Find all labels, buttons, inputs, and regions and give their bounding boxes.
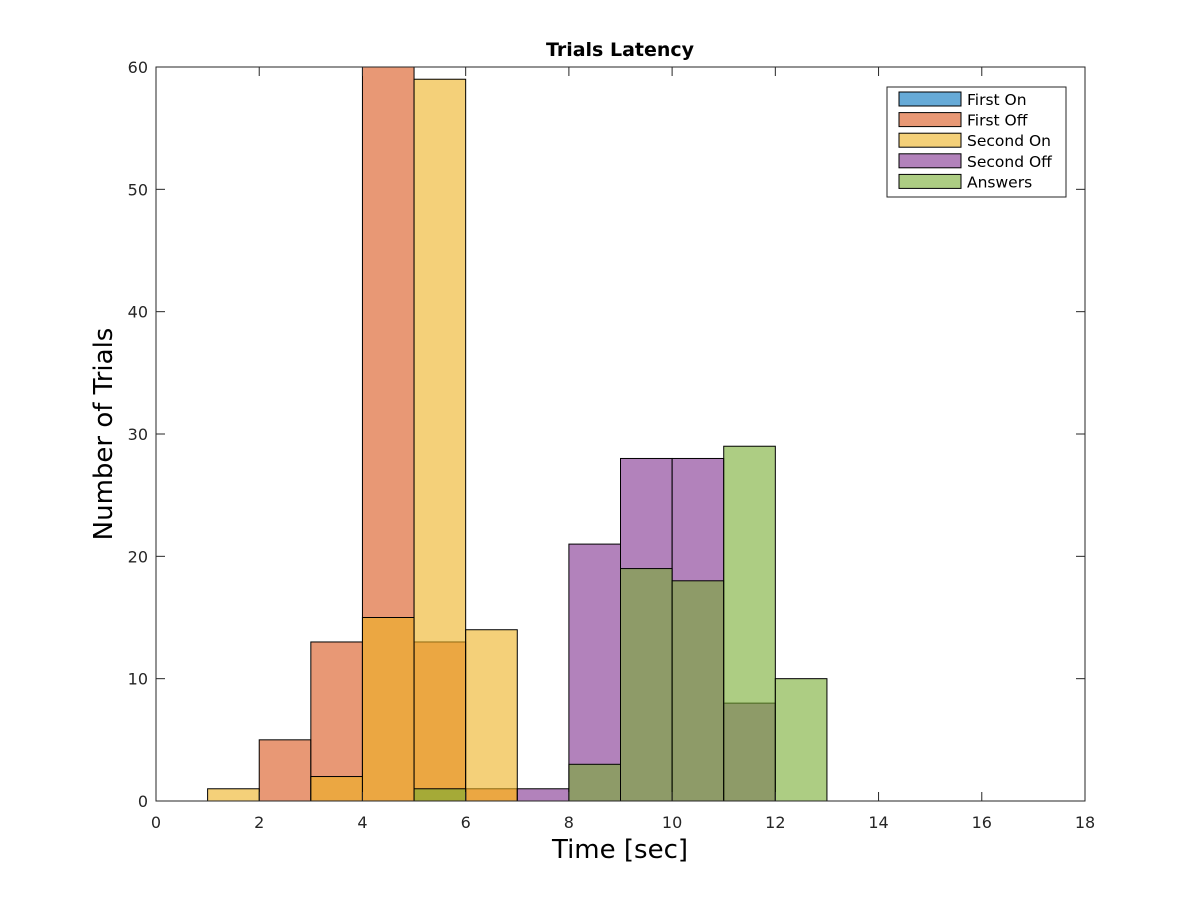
legend: First On First Off Second On Second Off Answ…: [886, 86, 1067, 198]
bar-answers: [723, 445, 776, 802]
bar-answers: [774, 678, 828, 802]
y-axis-title: Number of Trials: [89, 328, 119, 541]
bar-second-on: [207, 788, 260, 802]
y-tick-label: 20: [128, 547, 148, 566]
legend-swatch: [898, 153, 962, 169]
y-tick-label: 0: [138, 792, 148, 811]
plot-frame: [155, 66, 1086, 802]
y-tick-label: 30: [128, 425, 148, 444]
legend-swatch: [898, 91, 962, 107]
bar-answers: [568, 763, 622, 802]
x-tick-label: 6: [461, 813, 471, 832]
x-tick-label: 16: [972, 813, 992, 832]
x-tick-label: 10: [662, 813, 682, 832]
x-tick-label: 14: [868, 813, 888, 832]
legend-label: First Off: [967, 112, 1028, 130]
bar-answers: [413, 788, 467, 802]
legend-swatch: [898, 132, 962, 148]
x-tick-label: 4: [357, 813, 367, 832]
bar-answers: [671, 580, 725, 802]
legend-label: First On: [967, 91, 1027, 109]
bar-second-on: [465, 629, 518, 802]
bar-second-on: [413, 78, 467, 802]
bars-layer: [207, 66, 828, 802]
x-tick-label: 18: [1075, 813, 1095, 832]
legend-swatch: [898, 112, 962, 128]
bar-second-on: [310, 776, 363, 802]
x-axis-title: Time [sec]: [551, 835, 688, 865]
legend-label: Answers: [967, 173, 1032, 191]
y-tick-label: 40: [128, 303, 148, 322]
y-tick-label: 50: [128, 180, 148, 199]
x-tick-label: 0: [151, 813, 161, 832]
legend-swatch: [898, 173, 962, 189]
bar-second-off: [516, 788, 570, 802]
bar-answers: [620, 568, 673, 802]
chart-title: Trials Latency: [546, 39, 695, 61]
y-tick-label: 10: [128, 670, 148, 689]
x-tick-label: 2: [254, 813, 264, 832]
legend-label: Second On: [967, 132, 1051, 150]
bar-second-off: [568, 543, 622, 802]
bar-first-off: [258, 739, 312, 802]
x-tick-label: 12: [765, 813, 785, 832]
x-tick-label: 8: [564, 813, 574, 832]
y-tick-label: 60: [128, 58, 148, 77]
bar-first-off: [310, 641, 363, 802]
bar-second-on: [361, 617, 415, 802]
legend-label: Second Off: [967, 153, 1052, 171]
